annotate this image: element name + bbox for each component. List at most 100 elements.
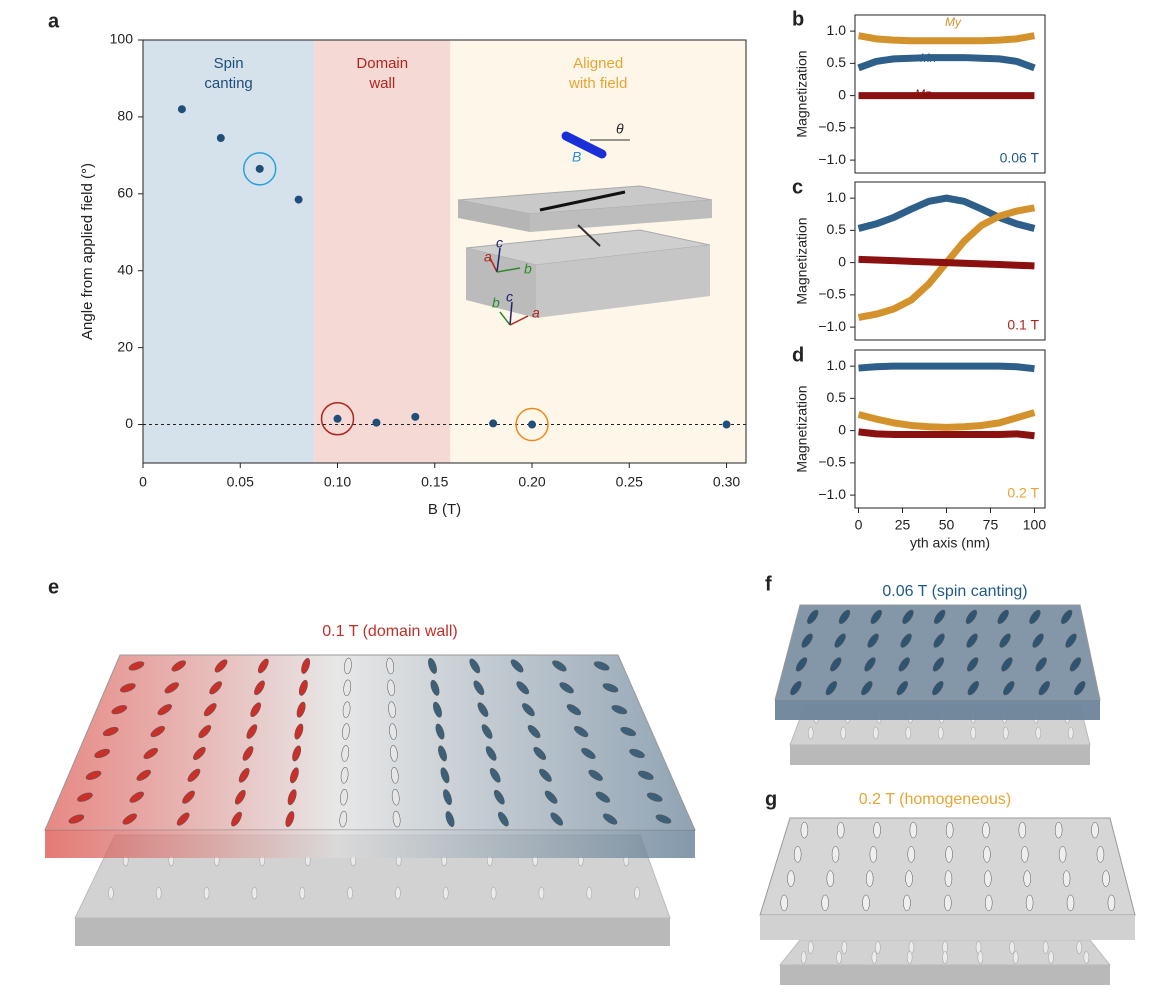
- spin: [905, 726, 912, 740]
- spin: [550, 812, 564, 826]
- spin: [862, 894, 870, 912]
- spin: [821, 894, 829, 912]
- region: [314, 40, 451, 463]
- spin: [1023, 870, 1031, 887]
- spin: [289, 767, 299, 784]
- spin: [869, 846, 878, 863]
- y-tick-label: 0: [838, 86, 846, 102]
- x-axis-label: B (T): [428, 501, 461, 518]
- spin: [122, 813, 137, 825]
- inset-label: a: [484, 249, 492, 265]
- inset-schematic: B θ a c b b c a: [457, 121, 713, 326]
- spin: [780, 894, 788, 912]
- spin: [1048, 951, 1054, 964]
- spin: [1018, 821, 1027, 839]
- slab: [530, 200, 712, 232]
- spin: [1076, 941, 1083, 954]
- spin: [836, 951, 842, 964]
- slab-front: [75, 918, 670, 946]
- plot-frame: [854, 14, 1046, 174]
- spin: [865, 870, 874, 887]
- spin: [203, 886, 210, 900]
- x-tick-label: 0.25: [616, 474, 643, 490]
- spin: [442, 886, 449, 900]
- spin: [967, 681, 979, 696]
- spin: [906, 951, 913, 964]
- y-tick-label: −0.5: [818, 286, 846, 302]
- spin: [1107, 894, 1116, 912]
- spin: [1091, 821, 1099, 839]
- spin: [250, 702, 262, 718]
- region-label: with field: [568, 75, 627, 92]
- spin: [187, 768, 201, 782]
- spin: [903, 894, 911, 912]
- spin: [944, 870, 953, 887]
- spin: [873, 821, 881, 839]
- spin: [907, 846, 915, 863]
- y-axis-label: Magnetization: [794, 217, 810, 304]
- spin: [977, 951, 984, 964]
- x-tick-label: 25: [895, 517, 911, 533]
- spin: [388, 701, 396, 718]
- spin: [602, 813, 618, 825]
- series-line: [857, 194, 1036, 232]
- spin: [970, 726, 977, 740]
- spin: [485, 746, 497, 761]
- spin: [841, 941, 848, 954]
- spin: [214, 659, 228, 673]
- spin: [902, 609, 914, 624]
- spin: [807, 609, 819, 624]
- x-tick-label: 100: [1023, 517, 1047, 533]
- y-tick-label: −1.0: [818, 151, 846, 167]
- point: [255, 164, 264, 173]
- spin: [793, 846, 802, 863]
- spin: [795, 657, 808, 672]
- x-tick-label: 0: [855, 517, 863, 533]
- highlight-ring: [515, 407, 549, 442]
- y-axis-label: Magnetization: [794, 50, 810, 137]
- illustration-title: 0.2 T (homogeneous): [859, 791, 1011, 808]
- point: [333, 414, 342, 423]
- spin: [516, 681, 530, 695]
- spin: [498, 811, 509, 827]
- y-tick-label: −1.0: [818, 318, 846, 334]
- spin: [193, 746, 206, 760]
- spin: [527, 725, 541, 739]
- spin: [905, 870, 913, 887]
- spin: [1102, 870, 1110, 887]
- spin: [94, 748, 110, 759]
- spin: [473, 680, 485, 696]
- y-tick-label: 80: [117, 108, 133, 124]
- spin: [620, 726, 636, 737]
- spin: [155, 886, 162, 900]
- spin: [435, 723, 445, 740]
- spin: [395, 886, 401, 900]
- y-tick-label: 60: [117, 185, 133, 201]
- spin: [198, 725, 212, 739]
- illustration-title: 0.06 T (spin canting): [882, 583, 1027, 600]
- annotation: 0.2 T: [1007, 485, 1039, 501]
- legend-label: My: [945, 15, 962, 29]
- panel-label: g: [765, 788, 777, 810]
- spin: [559, 682, 574, 694]
- region-label: Spin: [214, 55, 244, 72]
- y-tick-label: 0.5: [827, 221, 847, 237]
- spin: [831, 846, 840, 863]
- y-axis-label: Angle from applied field (°): [79, 163, 96, 340]
- spin: [982, 821, 990, 839]
- spin: [477, 702, 489, 718]
- spin: [1003, 681, 1015, 696]
- slab: [466, 248, 536, 318]
- axis-arrow: [496, 267, 521, 273]
- y-tick-label: −1.0: [818, 486, 846, 502]
- spin: [108, 886, 114, 900]
- spin: [102, 726, 119, 737]
- spin: [983, 846, 991, 863]
- spin: [340, 767, 349, 784]
- spin: [655, 814, 672, 824]
- slab-front: [45, 830, 695, 858]
- series-line: [857, 409, 1036, 431]
- spin: [246, 724, 258, 739]
- spin: [1066, 894, 1075, 912]
- spin: [242, 746, 254, 761]
